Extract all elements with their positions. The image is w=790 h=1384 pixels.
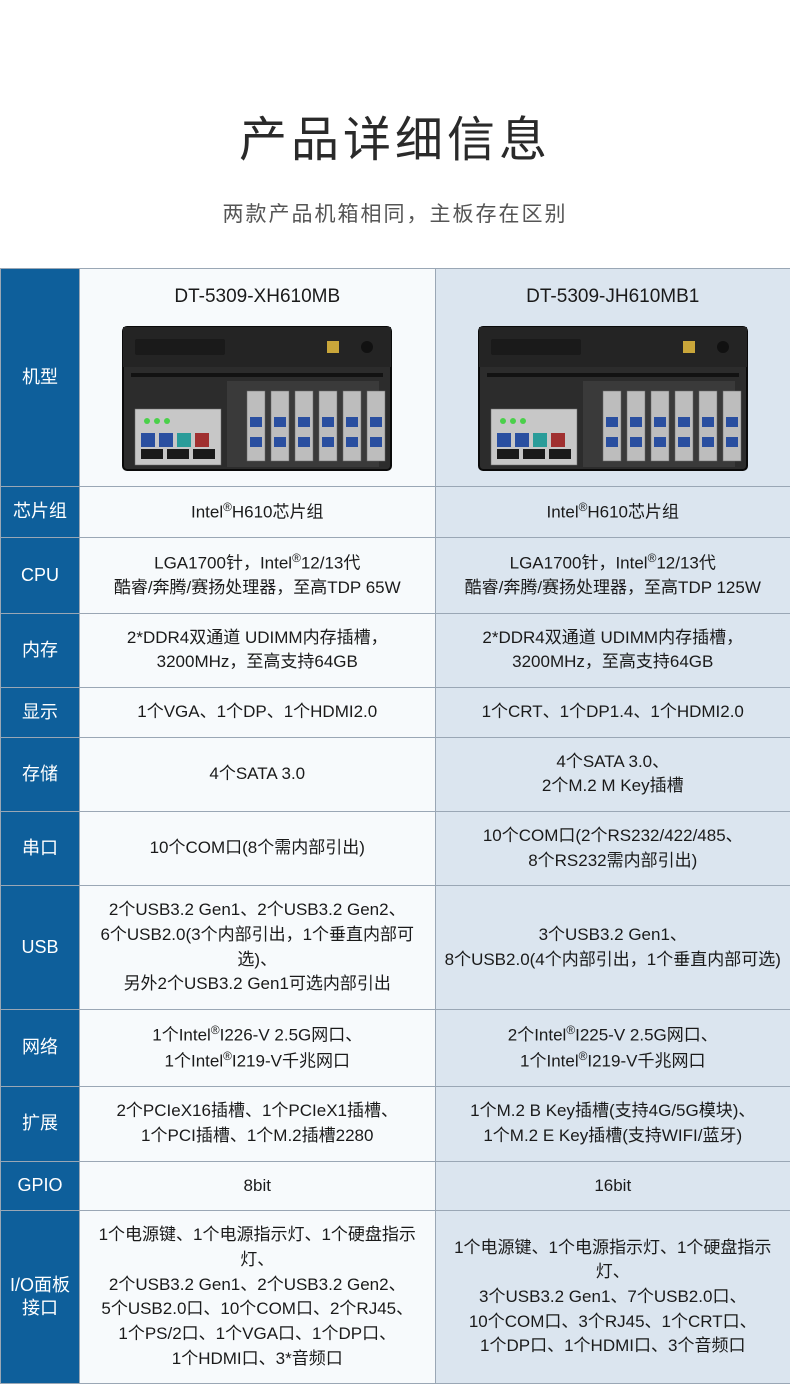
model-name-a: DT-5309-XH610MB <box>86 283 429 311</box>
row-label: 网络 <box>1 1009 80 1087</box>
row-value-a: 1个Intel®I226-V 2.5G网口、1个Intel®I219-V千兆网口 <box>80 1009 436 1087</box>
row-value-b: 3个USB3.2 Gen1、8个USB2.0(4个内部引出，1个垂直内部可选) <box>435 886 790 1010</box>
row-value-b: 1个电源键、1个电源指示灯、1个硬盘指示灯、3个USB3.2 Gen1、7个US… <box>435 1211 790 1384</box>
row-label: CPU <box>1 537 80 613</box>
row-value-a: 1个电源键、1个电源指示灯、1个硬盘指示灯、2个USB3.2 Gen1、2个US… <box>80 1211 436 1384</box>
chassis-image <box>442 321 785 476</box>
row-value-b: LGA1700针，Intel®12/13代酷睿/奔腾/赛扬处理器，至高TDP 1… <box>435 537 790 613</box>
table-row: 内存2*DDR4双通道 UDIMM内存插槽，3200MHz，至高支持64GB2*… <box>1 613 790 687</box>
table-row: 存储4个SATA 3.04个SATA 3.0、2个M.2 M Key插槽 <box>1 737 790 811</box>
row-value-b: 2*DDR4双通道 UDIMM内存插槽，3200MHz，至高支持64GB <box>435 613 790 687</box>
row-value-b: 10个COM口(2个RS232/422/485、8个RS232需内部引出) <box>435 811 790 885</box>
row-value-b: 16bit <box>435 1161 790 1211</box>
row-value-a: 1个VGA、1个DP、1个HDMI2.0 <box>80 688 436 738</box>
row-value-a: 2个USB3.2 Gen1、2个USB3.2 Gen2、6个USB2.0(3个内… <box>80 886 436 1010</box>
page-subtitle: 两款产品机箱相同，主板存在区别 <box>20 198 770 228</box>
row-value-a: 2*DDR4双通道 UDIMM内存插槽，3200MHz，至高支持64GB <box>80 613 436 687</box>
table-row: I/O面板接口1个电源键、1个电源指示灯、1个硬盘指示灯、2个USB3.2 Ge… <box>1 1211 790 1384</box>
row-value-a: 8bit <box>80 1161 436 1211</box>
row-value-a: LGA1700针，Intel®12/13代酷睿/奔腾/赛扬处理器，至高TDP 6… <box>80 537 436 613</box>
row-label: 显示 <box>1 688 80 738</box>
table-row: 网络1个Intel®I226-V 2.5G网口、1个Intel®I219-V千兆… <box>1 1009 790 1087</box>
row-value-a: 4个SATA 3.0 <box>80 737 436 811</box>
row-label: 芯片组 <box>1 486 80 537</box>
table-row: CPULGA1700针，Intel®12/13代酷睿/奔腾/赛扬处理器，至高TD… <box>1 537 790 613</box>
row-label: GPIO <box>1 1161 80 1211</box>
row-value-a: DT-5309-XH610MB <box>80 269 436 487</box>
row-value-b: 4个SATA 3.0、2个M.2 M Key插槽 <box>435 737 790 811</box>
model-name-b: DT-5309-JH610MB1 <box>442 283 785 311</box>
row-value-b: DT-5309-JH610MB1 <box>435 269 790 487</box>
row-value-b: Intel®H610芯片组 <box>435 486 790 537</box>
header: 产品详细信息 两款产品机箱相同，主板存在区别 <box>0 0 790 268</box>
row-label: 内存 <box>1 613 80 687</box>
table-row: 机型DT-5309-XH610MB DT-5309-JH610MB1 <box>1 269 790 487</box>
row-value-b: 2个Intel®I225-V 2.5G网口、1个Intel®I219-V千兆网口 <box>435 1009 790 1087</box>
table-row: 扩展2个PCIeX16插槽、1个PCIeX1插槽、1个PCI插槽、1个M.2插槽… <box>1 1087 790 1161</box>
table-row: 串口10个COM口(8个需内部引出)10个COM口(2个RS232/422/48… <box>1 811 790 885</box>
row-label: 存储 <box>1 737 80 811</box>
row-value-a: 2个PCIeX16插槽、1个PCIeX1插槽、1个PCI插槽、1个M.2插槽22… <box>80 1087 436 1161</box>
table-row: 显示1个VGA、1个DP、1个HDMI2.01个CRT、1个DP1.4、1个HD… <box>1 688 790 738</box>
row-value-a: Intel®H610芯片组 <box>80 486 436 537</box>
row-label: 扩展 <box>1 1087 80 1161</box>
table-row: USB2个USB3.2 Gen1、2个USB3.2 Gen2、6个USB2.0(… <box>1 886 790 1010</box>
row-value-b: 1个M.2 B Key插槽(支持4G/5G模块)、1个M.2 E Key插槽(支… <box>435 1087 790 1161</box>
chassis-image <box>86 321 429 476</box>
row-label: 机型 <box>1 269 80 487</box>
page-title: 产品详细信息 <box>20 100 770 170</box>
table-row: GPIO8bit16bit <box>1 1161 790 1211</box>
table-row: 芯片组Intel®H610芯片组Intel®H610芯片组 <box>1 486 790 537</box>
row-label: USB <box>1 886 80 1010</box>
row-label: I/O面板接口 <box>1 1211 80 1384</box>
row-label: 串口 <box>1 811 80 885</box>
row-value-b: 1个CRT、1个DP1.4、1个HDMI2.0 <box>435 688 790 738</box>
spec-table: 机型DT-5309-XH610MB DT-5309-JH610MB1 芯片组In… <box>0 268 790 1384</box>
row-value-a: 10个COM口(8个需内部引出) <box>80 811 436 885</box>
